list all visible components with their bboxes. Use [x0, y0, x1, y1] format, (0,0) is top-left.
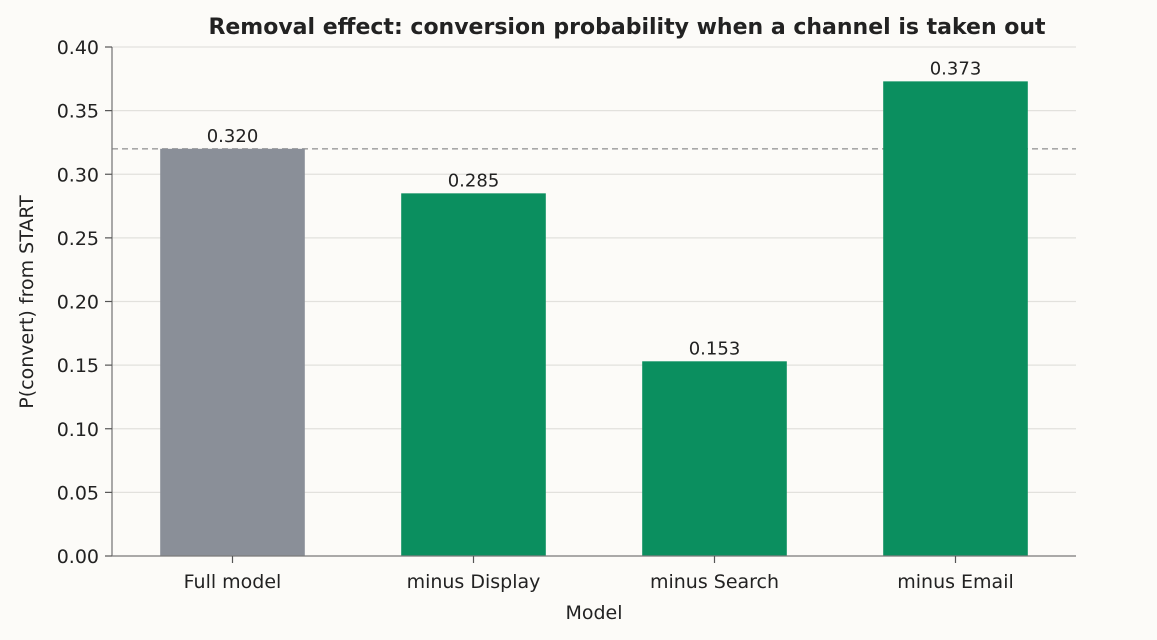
- y-tick-label: 0.00: [57, 546, 99, 568]
- data-label: 0.285: [448, 170, 500, 191]
- data-labels: 0.320 0.285 0.153 0.373: [207, 58, 982, 359]
- y-tick-label: 0.30: [57, 164, 99, 186]
- y-tick-label: 0.25: [57, 228, 99, 250]
- y-tick-label: 0.35: [57, 101, 99, 123]
- y-tick-label: 0.20: [57, 292, 99, 314]
- y-axis-label: P(convert) from START: [16, 195, 38, 409]
- y-tick-label: 0.15: [57, 355, 99, 377]
- x-tick-label: Full model: [184, 571, 282, 593]
- x-tick-label: minus Search: [650, 571, 779, 593]
- x-tick-label: minus Email: [897, 571, 1014, 593]
- y-tick-label: 0.40: [57, 37, 99, 59]
- data-label: 0.373: [930, 58, 982, 79]
- bar: [401, 193, 546, 556]
- bar: [160, 148, 305, 557]
- bars: [160, 81, 1028, 557]
- chart-title: Removal effect: conversion probability w…: [208, 15, 1046, 40]
- y-tick-label: 0.05: [57, 482, 99, 504]
- bar: [642, 361, 787, 556]
- data-label: 0.320: [207, 126, 259, 147]
- x-axis-label: Model: [565, 602, 622, 624]
- data-label: 0.153: [689, 338, 741, 359]
- y-axis-ticks: 0.00 0.05 0.10 0.15 0.20 0.25 0.30 0.35 0.40: [57, 37, 112, 568]
- x-axis-ticks: Full model minus Display minus Search minus…: [184, 556, 1014, 593]
- y-tick-label: 0.10: [57, 419, 99, 441]
- bar: [883, 81, 1028, 557]
- x-tick-label: minus Display: [407, 571, 541, 593]
